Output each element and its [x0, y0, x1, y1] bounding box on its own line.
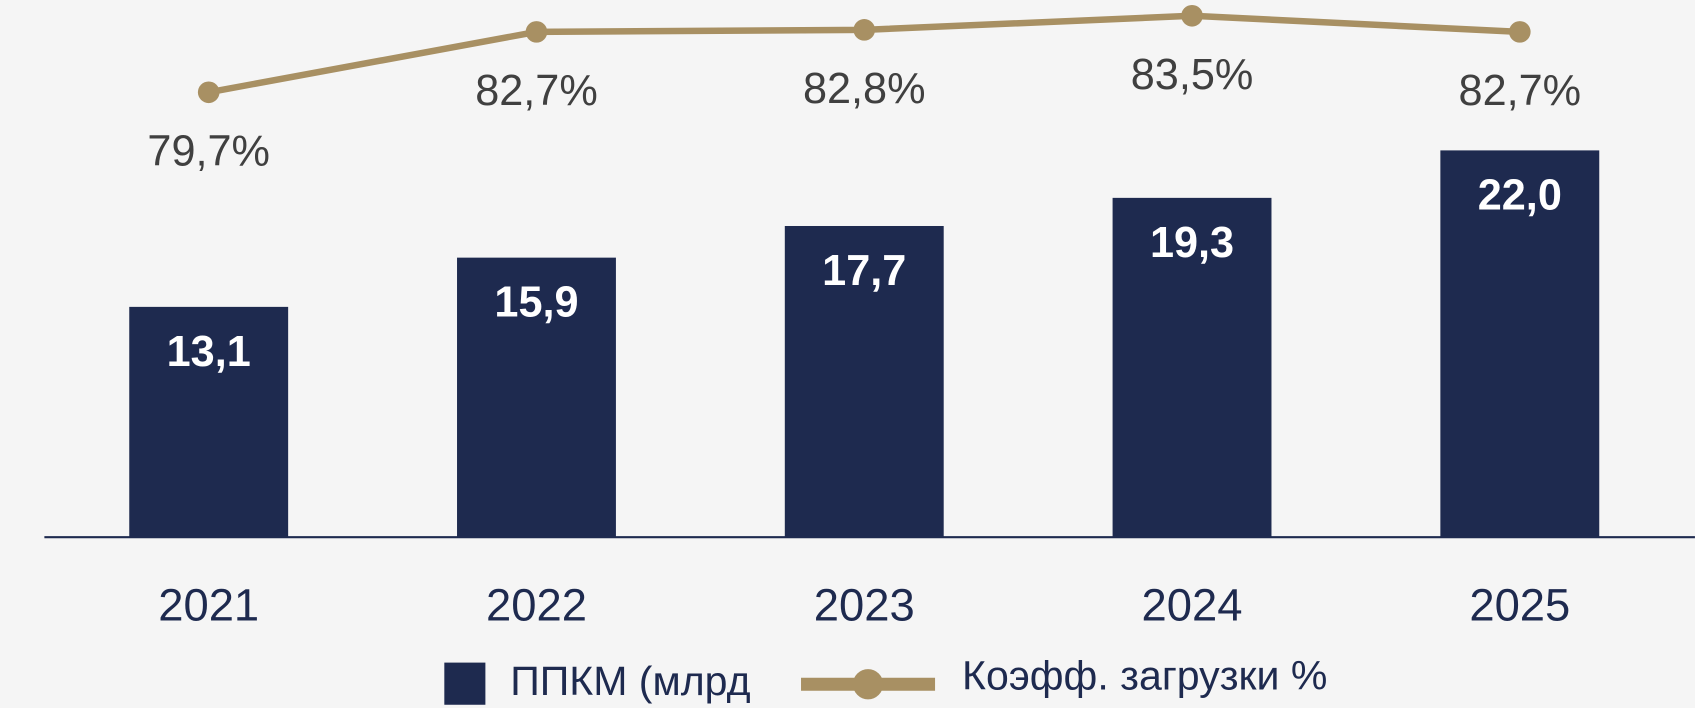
- line-value-label: 83,5%: [1131, 51, 1254, 99]
- bar: [784, 225, 944, 538]
- line-marker: [197, 81, 220, 104]
- bar: [1112, 197, 1272, 538]
- bar-value-label: 13,1: [167, 328, 251, 376]
- line-marker: [853, 19, 876, 41]
- x-tick-label: 2025: [1469, 580, 1570, 631]
- line-marker: [1508, 21, 1531, 43]
- legend-marker: [852, 669, 884, 700]
- line-value-label: 82,7%: [475, 67, 598, 115]
- bar-value-label: 15,9: [494, 279, 578, 327]
- legend-label: ППКМ (млрд: [510, 658, 750, 704]
- line-marker: [525, 21, 548, 43]
- x-tick-label: 2024: [1142, 580, 1243, 631]
- bar-value-label: 19,3: [1150, 219, 1234, 267]
- legend-label: Коэфф. загрузки %: [962, 653, 1327, 699]
- line-value-label: 82,7%: [1459, 67, 1582, 115]
- x-tick-label: 2022: [486, 580, 587, 631]
- bar-value-label: 17,7: [822, 247, 906, 295]
- bar: [129, 306, 289, 538]
- bar: [1440, 150, 1600, 538]
- line-value-label: 79,7%: [147, 127, 270, 175]
- x-tick-label: 2023: [814, 580, 915, 631]
- legend-swatch: [444, 662, 486, 705]
- bar: [457, 257, 616, 538]
- line-value-label: 82,8%: [803, 65, 926, 113]
- line-marker: [1181, 4, 1203, 27]
- x-tick-label: 2021: [158, 580, 259, 631]
- bar-value-label: 22,0: [1478, 171, 1562, 219]
